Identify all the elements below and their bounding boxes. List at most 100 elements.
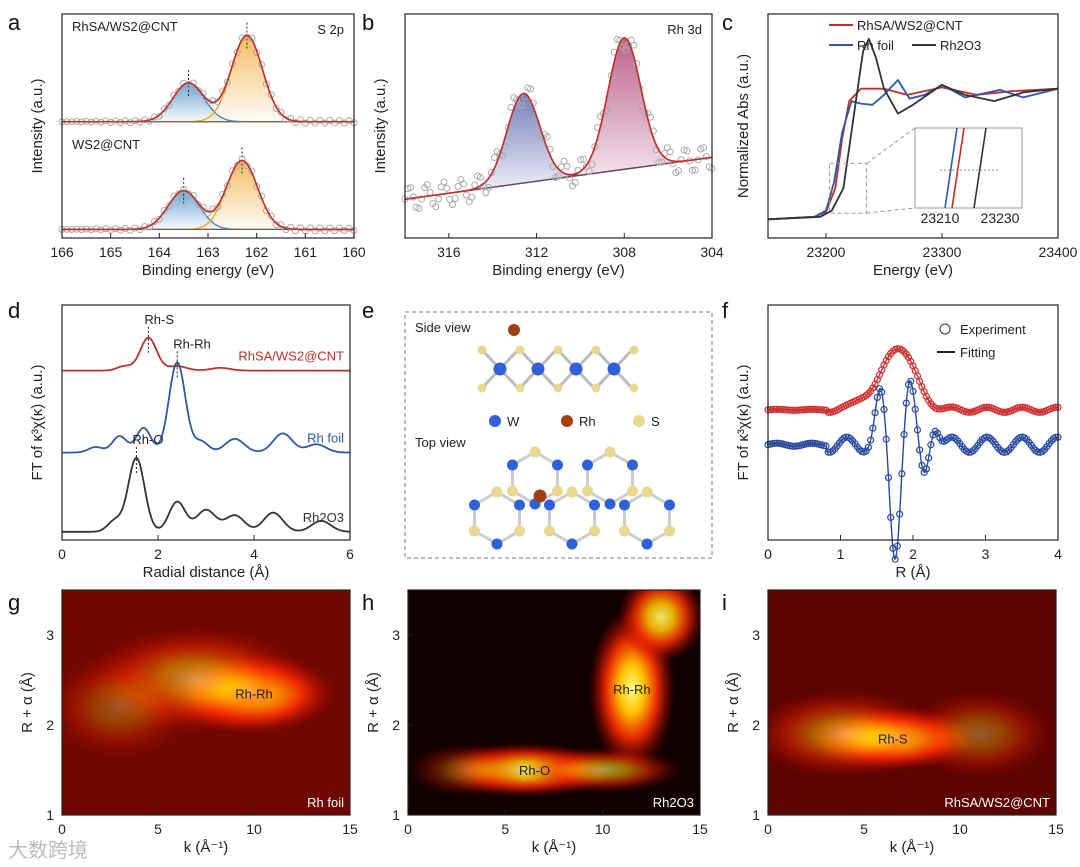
legend-label: S xyxy=(651,414,660,429)
atom xyxy=(589,525,601,537)
ft-line xyxy=(62,336,350,372)
s-atom xyxy=(629,383,639,393)
data-point xyxy=(515,102,523,110)
heatmap-blob xyxy=(408,743,525,797)
x-axis-label: Binding energy (eV) xyxy=(142,262,275,279)
x-tick-label: 23200 xyxy=(807,244,846,260)
rh-atom-top xyxy=(533,489,547,503)
atom xyxy=(618,525,630,537)
series-label: WS2@CNT xyxy=(72,137,140,152)
peak-label: Rh-Rh xyxy=(173,336,211,351)
fit-line xyxy=(62,159,354,231)
data-point xyxy=(675,167,683,175)
panel-label-i: i xyxy=(722,590,727,615)
data-point xyxy=(440,178,448,186)
data-point xyxy=(688,166,696,174)
series-label: RhSA/WS2@CNT xyxy=(238,349,344,364)
component-peak xyxy=(404,92,713,200)
atom xyxy=(552,485,564,497)
data-point xyxy=(292,227,300,235)
experiment-point xyxy=(951,434,959,443)
x-tick-label: 5 xyxy=(154,821,162,837)
data-point xyxy=(432,203,440,211)
x-tick-label: 4 xyxy=(250,546,258,562)
x-tick-label: 6 xyxy=(346,546,354,562)
spectrum-annotation: S 2p xyxy=(317,22,344,37)
w-atom xyxy=(493,362,507,376)
data-point xyxy=(476,173,484,181)
data-point xyxy=(563,162,571,170)
plot-frame xyxy=(404,13,713,239)
x-tick-label: 166 xyxy=(50,244,74,260)
data-point xyxy=(691,166,699,174)
data-point xyxy=(454,183,462,191)
data-point xyxy=(460,180,468,188)
data-point xyxy=(116,119,124,127)
data-point xyxy=(555,172,562,180)
data-point xyxy=(613,35,621,43)
panel-label-f: f xyxy=(722,298,729,323)
x-tick-label: 15 xyxy=(342,821,358,837)
atom xyxy=(491,538,503,550)
data-point xyxy=(451,195,459,203)
inset-line xyxy=(973,127,987,209)
panel-label-a: a xyxy=(8,10,21,35)
peak-label: Rh-S xyxy=(878,732,908,747)
atom xyxy=(641,538,653,550)
data-point xyxy=(415,204,423,212)
data-point xyxy=(468,193,476,201)
data-point xyxy=(655,158,663,166)
y-axis-label: R + α (Å) xyxy=(725,672,742,733)
legend-label: Rh xyxy=(579,414,596,429)
data-point xyxy=(189,191,197,199)
data-point xyxy=(527,85,535,93)
legend-label: Rh2O3 xyxy=(940,38,981,53)
x-tick-label: 161 xyxy=(294,244,318,260)
x-axis-label: R (Å) xyxy=(896,564,931,581)
y-tick-label: 1 xyxy=(392,807,400,823)
legend-marker-circle xyxy=(939,323,951,335)
data-point xyxy=(287,223,295,231)
panel-label-d: d xyxy=(8,298,20,323)
fitting-line xyxy=(767,379,1059,561)
x-tick-label: 15 xyxy=(692,821,708,837)
peak-label: Rh-Rh xyxy=(235,687,273,702)
data-point xyxy=(702,152,710,160)
inset-line xyxy=(944,127,958,209)
data-point xyxy=(407,184,415,192)
zoom-box xyxy=(828,162,868,214)
x-tick-label: 0 xyxy=(58,821,66,837)
data-point xyxy=(426,189,434,197)
experiment-point xyxy=(931,427,939,435)
experiment-point xyxy=(1052,433,1060,441)
experiment-point xyxy=(829,447,837,455)
xanes-line xyxy=(767,38,1059,221)
heatmap xyxy=(768,590,1056,815)
data-point xyxy=(490,154,498,162)
x-tick-label: 10 xyxy=(595,821,611,837)
heatmap-blob xyxy=(62,653,197,761)
atom xyxy=(581,459,593,471)
s-atom xyxy=(553,383,563,393)
atom xyxy=(529,446,541,458)
inset-frame xyxy=(914,127,1023,209)
experiment-point xyxy=(864,443,872,451)
data-point xyxy=(518,101,526,109)
s-atom xyxy=(591,383,601,393)
sample-label: Rh foil xyxy=(307,795,344,810)
x-axis-label: k (Å⁻¹) xyxy=(890,839,935,856)
spectrum-annotation: Rh 3d xyxy=(667,22,702,37)
atom xyxy=(506,485,518,497)
atom xyxy=(514,499,526,511)
x-tick-label: 160 xyxy=(342,244,366,260)
w-atom xyxy=(569,362,583,376)
plot-frame xyxy=(61,13,355,239)
s-atom xyxy=(477,345,487,355)
experiment-point xyxy=(869,384,877,392)
experiment-point xyxy=(1047,437,1055,445)
inset-line xyxy=(951,127,965,209)
experiment-point xyxy=(862,447,870,455)
fit-line xyxy=(62,34,354,123)
data-point xyxy=(434,195,442,203)
s-atom xyxy=(515,383,525,393)
